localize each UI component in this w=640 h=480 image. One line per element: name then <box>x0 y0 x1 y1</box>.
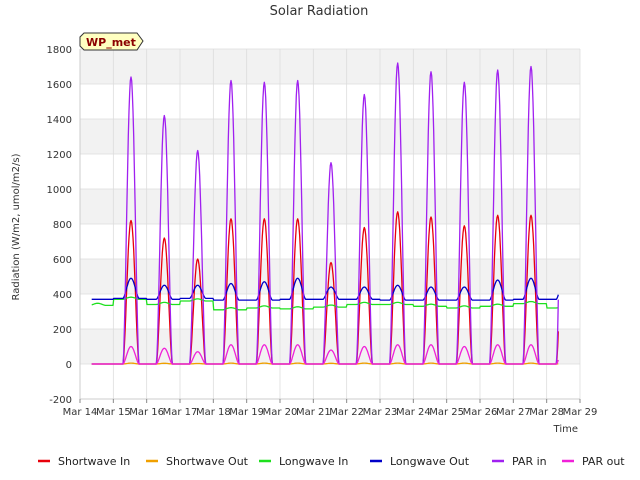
x-tick-label: Mar 21 <box>296 407 331 418</box>
plot-band <box>80 49 580 84</box>
x-tick-label: Mar 28 <box>529 407 564 418</box>
series-line-par-out <box>91 344 559 365</box>
y-tick-label: -200 <box>49 395 72 406</box>
grid-lines <box>79 48 581 400</box>
x-axis-label: Time <box>553 424 578 435</box>
x-tick-label: Mar 17 <box>163 407 198 418</box>
y-tick-label: 1800 <box>47 45 72 56</box>
x-tick-label: Mar 19 <box>229 407 264 418</box>
station-tag-box <box>79 32 144 51</box>
x-tick-label: Mar 23 <box>363 407 398 418</box>
x-tick-label: Mar 29 <box>563 407 598 418</box>
x-tick-label: Mar 18 <box>196 407 231 418</box>
series-lines <box>91 62 559 365</box>
legend-label: PAR out <box>582 455 625 468</box>
y-tick-label: 600 <box>53 255 72 266</box>
x-tick-label: Mar 20 <box>263 407 298 418</box>
y-tick-label: 1600 <box>47 80 72 91</box>
plot-band <box>80 119 580 154</box>
x-tick-label: Mar 24 <box>396 407 431 418</box>
x-tick-label: Mar 26 <box>463 407 498 418</box>
x-tick-label: Mar 25 <box>429 407 464 418</box>
legend-label: Shortwave Out <box>166 455 249 468</box>
x-tick-label: Mar 15 <box>96 407 131 418</box>
plot-band <box>80 189 580 224</box>
legend-label: Longwave Out <box>390 455 470 468</box>
legend-label: Longwave In <box>279 455 348 468</box>
x-tick-label: Mar 22 <box>329 407 364 418</box>
y-tick-label: 800 <box>53 220 72 231</box>
x-tick-label: Mar 27 <box>496 407 531 418</box>
y-tick-label: 400 <box>53 290 72 301</box>
y-axis: -200 0 200 400 600 800 1000 1200 1400 1600 1800 <box>47 45 81 406</box>
x-tick-label: Mar 14 <box>63 407 98 418</box>
chart-title: Solar Radiation <box>270 4 369 19</box>
station-tag-label: WP_met <box>86 36 136 49</box>
y-tick-label: 200 <box>53 325 72 336</box>
y-axis-label: Radiation (W/m2, umol/m2/s) <box>11 153 22 300</box>
y-tick-label: 1000 <box>47 185 72 196</box>
y-tick-label: 1400 <box>47 115 72 126</box>
legend-label: Shortwave In <box>58 455 130 468</box>
y-tick-label: 1200 <box>47 150 72 161</box>
y-tick-label: 0 <box>66 360 72 371</box>
legend-label: PAR in <box>512 455 547 468</box>
x-tick-label: Mar 16 <box>129 407 164 418</box>
legend: Shortwave In Shortwave Out Longwave In Long… <box>38 455 625 468</box>
station-tag: WP_met <box>79 32 144 51</box>
